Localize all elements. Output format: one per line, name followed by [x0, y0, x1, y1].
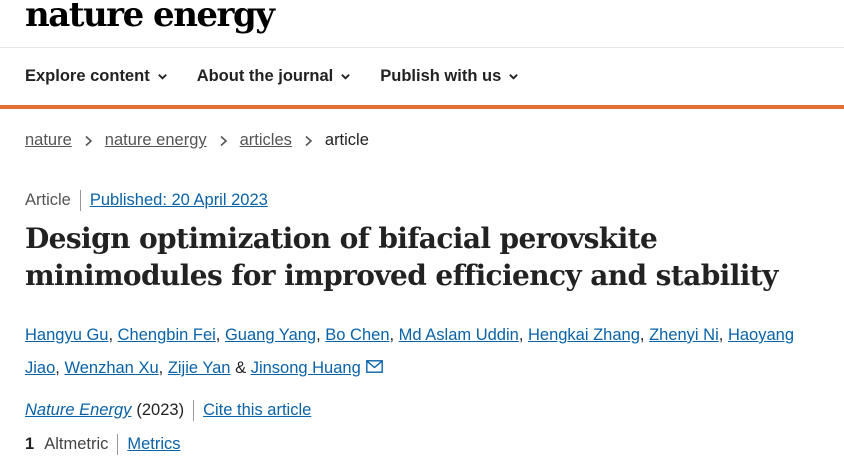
nav-about-journal[interactable]: About the journal	[197, 67, 352, 86]
chevron-down-icon	[157, 74, 167, 80]
author-list: Hangyu Gu, Chengbin Fei, Guang Yang, Bo …	[25, 319, 815, 385]
author-link[interactable]: Guang Yang	[224, 326, 317, 344]
author-separator: ,	[108, 326, 118, 344]
nav-item-label: About the journal	[196, 67, 334, 85]
author-separator: ,	[215, 326, 225, 344]
author-link-corresponding[interactable]: Jinsong Huang	[250, 359, 361, 377]
nav-item-label: Explore content	[25, 67, 150, 85]
journal-link[interactable]: Nature Energy	[25, 401, 132, 419]
author-separator: ,	[389, 326, 399, 344]
article-title-line: Design optimization of bifacial perovski…	[25, 222, 658, 255]
publication-year: (2023)	[136, 400, 195, 421]
author-link[interactable]: Md Aslam Uddin	[398, 326, 519, 344]
cite-this-article-link[interactable]: Cite this article	[203, 401, 312, 419]
nav-explore-content[interactable]: Explore content	[25, 67, 168, 86]
altmetric-score: 1	[25, 435, 35, 453]
author-separator: ,	[55, 359, 65, 377]
chevron-down-icon	[509, 74, 519, 80]
published-date-link[interactable]: Published: 20 April 2023	[89, 191, 268, 209]
chevron-right-icon	[305, 135, 313, 146]
article-title-line: minimodules for improved efficiency and …	[25, 259, 778, 292]
author-link[interactable]: Zijie Yan	[167, 359, 231, 377]
accent-divider	[0, 105, 844, 109]
masthead: nature energy	[0, 0, 844, 48]
author-separator: &	[230, 359, 251, 377]
author-link[interactable]: Bo Chen	[325, 326, 390, 344]
breadcrumb-link-articles[interactable]: articles	[239, 131, 292, 149]
author-separator: ,	[158, 359, 168, 377]
chevron-right-icon	[220, 135, 227, 146]
citation-row: Nature Energy (2023) Cite this article	[25, 400, 311, 421]
author-link[interactable]: Wenzhan Xu	[64, 359, 159, 377]
metrics-row: 1 Altmetric Metrics	[25, 434, 181, 455]
breadcrumb-link-nature-energy[interactable]: nature energy	[104, 131, 207, 149]
article-title: Design optimization of bifacial perovski…	[25, 220, 815, 294]
author-separator: ,	[518, 326, 528, 344]
author-separator: ,	[718, 326, 728, 344]
author-link[interactable]: Chengbin Fei	[117, 326, 216, 344]
mail-icon[interactable]	[365, 360, 383, 374]
author-link[interactable]: Hangyu Gu	[25, 326, 109, 344]
journal-logo[interactable]: nature energy	[25, 0, 275, 35]
author-link[interactable]: Hengkai Zhang	[527, 326, 640, 344]
nav-publish-with-us[interactable]: Publish with us	[380, 67, 519, 86]
nav-item-label: Publish with us	[380, 67, 502, 85]
breadcrumb-link-nature[interactable]: nature	[25, 131, 72, 149]
breadcrumb: nature nature energy articles article	[25, 131, 369, 150]
metrics-link[interactable]: Metrics	[127, 435, 181, 453]
article-type: Article	[25, 190, 81, 211]
breadcrumb-current: article	[324, 131, 369, 149]
article-meta: Article Published: 20 April 2023	[25, 190, 268, 211]
author-link[interactable]: Zhenyi Ni	[649, 326, 719, 344]
author-separator: ,	[639, 326, 650, 344]
author-separator: ,	[316, 326, 326, 344]
chevron-down-icon	[341, 74, 351, 80]
author-link[interactable]: Haoyang Jiao	[25, 326, 795, 377]
altmetric-label: Altmetric	[44, 434, 119, 455]
chevron-right-icon	[85, 135, 92, 146]
main-nav: Explore content About the journal Publis…	[0, 48, 844, 105]
